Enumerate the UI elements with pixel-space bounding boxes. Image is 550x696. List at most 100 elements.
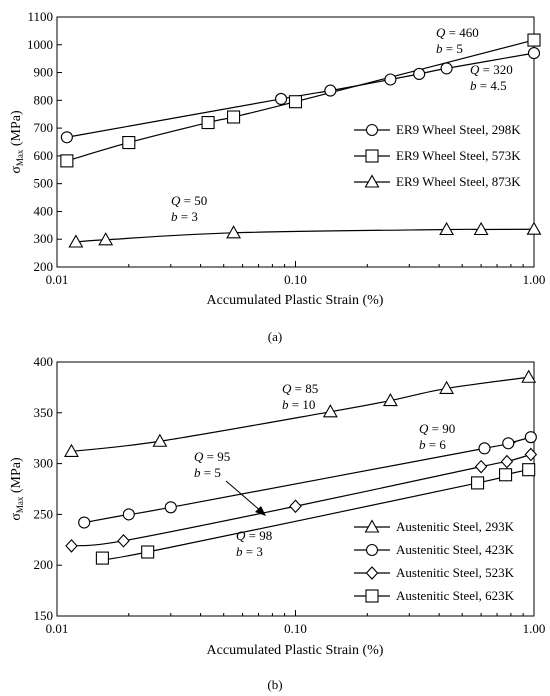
legend-marker <box>365 123 379 137</box>
y-tick-label: 400 <box>34 354 54 369</box>
data-point <box>227 110 241 124</box>
data-point <box>164 501 177 514</box>
annotation-b-3-b: b = 3 <box>236 544 263 559</box>
legend-marker <box>365 149 379 163</box>
annotation-arrow-head <box>255 506 266 516</box>
x-axis-title-b: Accumulated Plastic Strain (%) <box>207 643 384 658</box>
data-point <box>471 476 485 490</box>
data-point <box>524 431 537 444</box>
data-point <box>440 62 453 75</box>
x-tick-label: 1.00 <box>523 272 546 287</box>
data-point <box>473 221 489 236</box>
legend-a: ER9 Wheel Steel, 298K ER9 Wheel Steel, 57… <box>354 122 521 189</box>
annotation-q-320: Q = 320 <box>470 62 513 77</box>
legend-label: Austenitic Steel, 293K <box>396 519 515 534</box>
annotation-q-460: Q = 460 <box>436 25 479 40</box>
annotation-b-4-5: b = 4.5 <box>470 78 507 93</box>
y-tick-label: 800 <box>34 92 54 107</box>
data-point <box>95 551 109 565</box>
legend-marker <box>365 589 379 603</box>
panel-label-b: (b) <box>267 677 282 692</box>
annotation-q-98: Q = 98 <box>236 528 272 543</box>
chart-panel-a: 200 300 400 500 600 700 800 900 1000 1100 0.01 0.10… <box>9 9 545 344</box>
data-point <box>64 443 79 457</box>
data-point <box>522 463 536 477</box>
data-point <box>60 154 74 168</box>
data-point <box>499 468 513 482</box>
data-point <box>413 67 426 80</box>
legend-b: Austenitic Steel, 293K Austenitic Steel, … <box>354 519 515 603</box>
legend-marker <box>364 519 380 533</box>
legend-label: Austenitic Steel, 623K <box>396 588 515 603</box>
annotation-b-6: b = 6 <box>419 437 446 452</box>
y-tick-label: 250 <box>34 506 54 521</box>
legend-marker <box>365 543 379 557</box>
y-tick-label: 350 <box>34 405 54 420</box>
legend-marker <box>364 174 380 188</box>
data-point <box>141 545 155 559</box>
annotation-q-95: Q = 95 <box>194 449 230 464</box>
annotation-b-10: b = 10 <box>282 397 315 412</box>
legend-label: ER9 Wheel Steel, 298K <box>396 122 521 137</box>
series-markers-a <box>60 33 542 248</box>
axis-ticks-b: 150 200 250 300 350 400 0.01 0.10 1.00 <box>34 354 546 636</box>
data-point <box>65 539 78 553</box>
data-point <box>500 454 514 469</box>
annotation-b-5: b = 5 <box>436 41 463 56</box>
data-point <box>288 95 303 109</box>
y-tick-label: 400 <box>34 203 54 218</box>
x-tick-label: 0.01 <box>46 272 69 287</box>
data-point <box>122 136 136 150</box>
x-tick-label: 0.10 <box>284 621 307 636</box>
panel-label-a: (a) <box>268 329 282 344</box>
data-point <box>275 92 288 105</box>
y-tick-label: 200 <box>34 557 54 572</box>
y-tick-label: 700 <box>34 120 54 135</box>
y-tick-label: 600 <box>34 148 54 163</box>
data-point <box>527 47 541 60</box>
annotation-q-85: Q = 85 <box>282 381 318 396</box>
data-point <box>152 433 168 447</box>
series-markers-b <box>64 369 538 565</box>
data-point <box>527 33 541 47</box>
legend-label: Austenitic Steel, 523K <box>396 565 515 580</box>
data-point <box>524 447 538 462</box>
data-point <box>226 225 242 239</box>
data-point <box>382 392 398 407</box>
data-point <box>521 369 537 383</box>
legend-label: ER9 Wheel Steel, 873K <box>396 174 521 189</box>
data-point <box>439 221 455 236</box>
series-line <box>71 376 529 453</box>
annotation-b-3-a: b = 3 <box>171 209 198 224</box>
y-axis-title-a: σMax (MPa) <box>9 110 25 174</box>
y-tick-label: 500 <box>34 176 54 191</box>
chart-panel-b: 150 200 250 300 350 400 0.01 0.10 1.00 Austeniti… <box>9 354 545 692</box>
legend-marker <box>365 566 379 580</box>
annotation-arrow-line <box>225 480 263 513</box>
data-point <box>60 131 73 144</box>
data-point <box>474 459 488 474</box>
data-point <box>439 380 455 394</box>
y-tick-label: 1000 <box>27 37 53 52</box>
data-point <box>117 534 130 548</box>
series-line <box>84 436 532 524</box>
x-axis-title-a: Accumulated Plastic Strain (%) <box>207 293 384 308</box>
x-tick-label: 0.01 <box>46 621 69 636</box>
data-point <box>502 437 515 450</box>
data-point <box>68 234 84 248</box>
y-tick-label: 900 <box>34 65 54 80</box>
x-tick-label: 1.00 <box>523 621 546 636</box>
x-tick-label: 0.10 <box>284 272 307 287</box>
y-tick-label: 300 <box>34 456 54 471</box>
data-point <box>478 442 491 455</box>
y-tick-label: 1100 <box>27 9 53 24</box>
y-tick-label: 200 <box>34 259 54 274</box>
axis-ticks-a: 200 300 400 500 600 700 800 900 1000 1100 0.01 0.10… <box>27 9 545 287</box>
annotation-q-50: Q = 50 <box>171 193 207 208</box>
legend-label: ER9 Wheel Steel, 573K <box>396 148 521 163</box>
data-point <box>384 73 397 86</box>
data-point <box>526 221 542 235</box>
series-lines-a <box>66 39 535 243</box>
data-point <box>289 499 302 514</box>
